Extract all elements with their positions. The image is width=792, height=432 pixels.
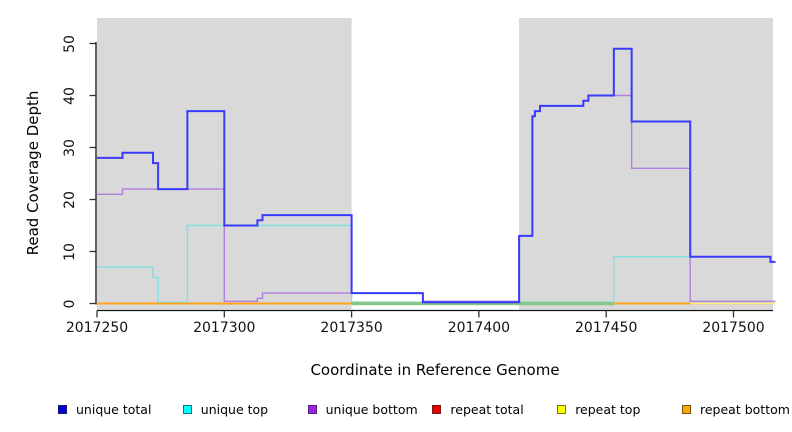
legend-label: repeat total — [450, 401, 524, 417]
legend-swatch-icon — [307, 404, 317, 414]
x-tick-label: 2017350 — [320, 320, 383, 336]
legend-swatch-icon — [557, 404, 567, 414]
legend-swatch-icon — [58, 404, 67, 414]
series-line-unique-total — [97, 47, 776, 304]
x-tick-label: 2017450 — [575, 320, 638, 336]
x-tick-label: 2017500 — [702, 320, 765, 336]
x-tick-label: 2017400 — [447, 320, 511, 336]
legend-item-unique-bottom: unique bottom — [307, 399, 418, 419]
legend-item-unique-top: unique top — [182, 399, 269, 419]
legend-item-unique-total: unique total — [58, 399, 151, 419]
x-tick-label: 2017300 — [193, 320, 256, 336]
y-tick-label: 10 — [62, 242, 78, 261]
legend: unique total unique top unique bottom repea… — [0, 399, 792, 421]
y-tick-label: 40 — [62, 86, 78, 105]
x-axis-title: Coordinate in Reference Genome — [310, 361, 560, 379]
legend-item-repeat-top: repeat top — [557, 399, 640, 419]
x-tick-label: 2017250 — [65, 320, 129, 336]
repeat-region-shade — [519, 18, 773, 310]
y-tick-label: 0 — [62, 299, 78, 308]
legend-label: repeat bottom — [700, 401, 790, 417]
legend-swatch-icon — [182, 404, 192, 414]
legend-label: unique top — [200, 401, 269, 417]
y-axis-title: Read Coverage Depth — [24, 90, 42, 256]
legend-swatch-icon — [682, 404, 691, 414]
legend-label: repeat top — [575, 401, 641, 417]
legend-item-repeat-bottom: repeat bottom — [682, 399, 790, 419]
legend-item-repeat-total: repeat total — [432, 399, 524, 419]
y-tick-label: 20 — [62, 190, 78, 209]
y-tick-label: 50 — [62, 34, 78, 53]
legend-label: unique total — [76, 401, 152, 417]
legend-swatch-icon — [432, 404, 442, 414]
y-tick-label: 30 — [62, 138, 78, 157]
legend-label: unique bottom — [325, 401, 418, 417]
